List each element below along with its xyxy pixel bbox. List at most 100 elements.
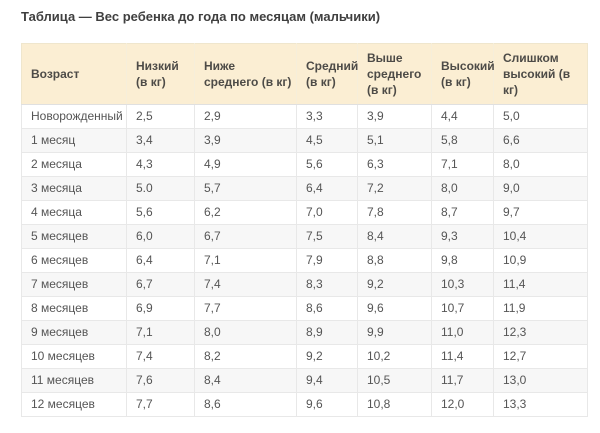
value-cell: 9,2 [357,272,432,298]
value-cell: 4,9 [194,152,297,178]
value-cell: 7,7 [126,392,195,418]
value-cell: 8,9 [296,320,358,346]
value-cell: 5,7 [194,176,297,202]
page-title: Таблица — Вес ребенка до года по месяцам… [21,9,381,24]
value-cell: 11,0 [431,320,494,346]
value-cell: 9,7 [493,200,588,226]
table-row: 10 месяцев 7,4 8,2 9,2 10,2 11,4 12,7 [21,344,588,370]
table-row: Новорожденный 2,5 2,9 3,3 3,9 4,4 5,0 [21,104,588,130]
value-cell: 9,0 [493,176,588,202]
value-cell: 7,0 [296,200,358,226]
value-cell: 2,9 [194,104,297,130]
value-cell: 8,6 [194,392,297,418]
age-cell: 9 месяцев [21,320,127,346]
column-header-too-high: Слишком высокий (в кг) [493,42,588,106]
value-cell: 10,4 [493,224,588,250]
column-header-average: Средний (в кг) [296,42,358,106]
value-cell: 5,8 [431,128,494,154]
value-cell: 7,4 [194,272,297,298]
weight-table: Возраст Низкий (в кг) Ниже среднего (в к… [21,42,588,418]
table-row: 11 месяцев 7,6 8,4 9,4 10,5 11,7 13,0 [21,368,588,394]
age-cell: 1 месяц [21,128,127,154]
value-cell: 8,4 [194,368,297,394]
value-cell: 6,7 [194,224,297,250]
value-cell: 7,1 [194,248,297,274]
value-cell: 9,6 [357,296,432,322]
value-cell: 4,3 [126,152,195,178]
value-cell: 9,6 [296,392,358,418]
table-row: 12 месяцев 7,7 8,6 9,6 10,8 12,0 13,3 [21,392,588,418]
value-cell: 10,2 [357,344,432,370]
value-cell: 6,4 [126,248,195,274]
value-cell: 6,6 [493,128,588,154]
value-cell: 7,2 [357,176,432,202]
value-cell: 9,4 [296,368,358,394]
table-row: 4 месяца 5,6 6,2 7,0 7,8 8,7 9,7 [21,200,588,226]
value-cell: 5,6 [126,200,195,226]
header-row: Возраст Низкий (в кг) Ниже среднего (в к… [21,42,588,106]
value-cell: 10,7 [431,296,494,322]
value-cell: 7,5 [296,224,358,250]
column-header-low: Низкий (в кг) [126,42,195,106]
age-cell: 5 месяцев [21,224,127,250]
value-cell: 9,2 [296,344,358,370]
age-cell: 2 месяца [21,152,127,178]
value-cell: 8,0 [431,176,494,202]
age-cell: 4 месяца [21,200,127,226]
table-row: 9 месяцев 7,1 8,0 8,9 9,9 11,0 12,3 [21,320,588,346]
value-cell: 7,7 [194,296,297,322]
value-cell: 4,4 [431,104,494,130]
value-cell: 8,7 [431,200,494,226]
value-cell: 10,3 [431,272,494,298]
value-cell: 11,4 [431,344,494,370]
value-cell: 10,9 [493,248,588,274]
value-cell: 7,6 [126,368,195,394]
age-cell: 11 месяцев [21,368,127,394]
table-row: 2 месяца 4,3 4,9 5,6 6,3 7,1 8,0 [21,152,588,178]
value-cell: 9,8 [431,248,494,274]
table-row: 6 месяцев 6,4 7,1 7,9 8,8 9,8 10,9 [21,248,588,274]
value-cell: 7,4 [126,344,195,370]
value-cell: 5.0 [126,176,195,202]
value-cell: 8,0 [493,152,588,178]
value-cell: 8,2 [194,344,297,370]
value-cell: 9,3 [431,224,494,250]
age-cell: 6 месяцев [21,248,127,274]
age-cell: 3 месяца [21,176,127,202]
value-cell: 8,6 [296,296,358,322]
value-cell: 12,0 [431,392,494,418]
value-cell: 13,0 [493,368,588,394]
table-row: 3 месяца 5.0 5,7 6,4 7,2 8,0 9,0 [21,176,588,202]
value-cell: 8,4 [357,224,432,250]
table-row: 1 месяц 3,4 3,9 4,5 5,1 5,8 6,6 [21,128,588,154]
age-cell: 12 месяцев [21,392,127,418]
value-cell: 3,4 [126,128,195,154]
value-cell: 11,4 [493,272,588,298]
value-cell: 5,0 [493,104,588,130]
age-cell: 10 месяцев [21,344,127,370]
age-cell: 7 месяцев [21,272,127,298]
value-cell: 5,6 [296,152,358,178]
value-cell: 13,3 [493,392,588,418]
value-cell: 10,8 [357,392,432,418]
value-cell: 11,9 [493,296,588,322]
column-header-below-average: Ниже среднего (в кг) [194,42,297,106]
value-cell: 6,0 [126,224,195,250]
value-cell: 3,3 [296,104,358,130]
value-cell: 7,1 [126,320,195,346]
value-cell: 7,8 [357,200,432,226]
table-row: 5 месяцев 6,0 6,7 7,5 8,4 9,3 10,4 [21,224,588,250]
column-header-high: Высокий (в кг) [431,42,495,106]
value-cell: 8,3 [296,272,358,298]
value-cell: 2,5 [126,104,195,130]
value-cell: 12,3 [493,320,588,346]
page: Таблица — Вес ребенка до года по месяцам… [21,9,588,418]
value-cell: 6,3 [357,152,432,178]
age-cell: 8 месяцев [21,296,127,322]
value-cell: 7,1 [431,152,494,178]
table-row: 8 месяцев 6,9 7,7 8,6 9,6 10,7 11,9 [21,296,588,322]
value-cell: 11,7 [431,368,494,394]
value-cell: 6,4 [296,176,358,202]
value-cell: 4,5 [296,128,358,154]
column-header-age: Возраст [21,42,127,106]
